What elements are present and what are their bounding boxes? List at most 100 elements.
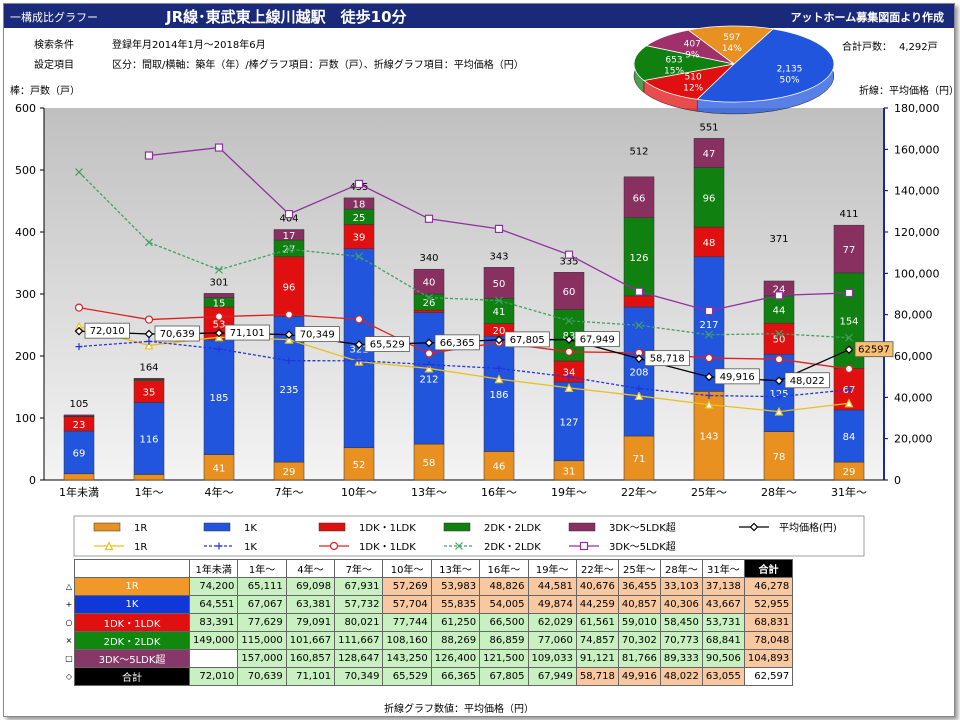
avg-price-label-box — [784, 372, 830, 389]
line-point-marker — [354, 315, 364, 324]
table-cell: 70,349 — [334, 667, 384, 686]
pie-slice-pct: 14% — [722, 44, 742, 54]
bar-value-label: 47 — [703, 149, 716, 160]
bar-total-label: 411 — [839, 209, 858, 220]
line-point-marker — [565, 373, 573, 381]
total-count-label: 合計戸数： — [842, 42, 892, 53]
bar-value-label: 50 — [493, 279, 506, 290]
bar-segment — [133, 378, 165, 380]
line-point-marker — [774, 406, 784, 416]
x-tick-label: 10年～ — [341, 485, 377, 499]
table-cell: 33,103 — [659, 577, 703, 596]
bar-value-label: 212 — [419, 374, 438, 385]
table-cell: 111,667 — [334, 631, 384, 650]
right-tick-label: 100,000 — [894, 267, 940, 280]
bar-value-label: 185 — [209, 393, 228, 404]
line-point-marker — [774, 376, 784, 386]
header-left-label: 一構成比グラフー — [10, 11, 98, 24]
line-point-marker — [775, 393, 783, 401]
legend-line-label: 1DK・1LDK — [359, 542, 416, 553]
table-cell: 72,010 — [188, 667, 239, 686]
table-cell: 40,306 — [659, 595, 703, 614]
line-point-marker — [75, 343, 83, 351]
table-cell: 77,060 — [527, 631, 577, 650]
right-tick-label: 40,000 — [894, 391, 933, 404]
avg-price-label: 58,718 — [650, 354, 685, 365]
table-row-marker: × — [65, 636, 73, 645]
line-point-marker — [704, 353, 714, 363]
bar-value-label: 15 — [213, 298, 226, 309]
table-column-header: 19年～ — [527, 559, 577, 578]
table-column-header: 1年～ — [237, 559, 287, 578]
bar-value-label: 69 — [73, 448, 86, 459]
table-cell: 121,500 — [479, 649, 529, 668]
line-point-marker — [144, 340, 154, 350]
line-point-marker — [494, 335, 504, 345]
table-row-label: 1R — [74, 577, 190, 596]
pie-slice-pct: 9% — [685, 51, 700, 61]
legend-bar-label: 3DK～5LDK超 — [609, 521, 676, 534]
table-cell: 77,629 — [237, 613, 287, 632]
table-cell: 69,098 — [285, 577, 336, 596]
left-tick-label: 200 — [15, 350, 36, 363]
table-row-total: 104,893 — [743, 649, 794, 668]
table-row-label: 2DK・2LDK — [74, 631, 190, 650]
line-point-marker — [75, 168, 83, 176]
title-bar: 一構成比グラフー JR線･東武東上線川越駅 徒歩10分 アットホーム募集図面より… — [4, 4, 954, 28]
bar-segment — [693, 226, 725, 258]
table-column-header: 1年未満 — [188, 559, 239, 578]
bar-segment — [413, 443, 445, 481]
table-row-marker: □ — [65, 654, 73, 663]
line-point-marker — [635, 385, 643, 393]
legend-line-marker — [455, 542, 463, 550]
line-point-marker — [704, 399, 714, 409]
table-row-marker: ○ — [65, 618, 73, 627]
table-cell: 143,250 — [382, 649, 432, 668]
table-row: △ 1R 74,200 65,111 69,098 67,931 57,269 53,983 4… — [64, 577, 794, 596]
table-cell: 63,381 — [285, 595, 336, 614]
line-point-marker — [424, 363, 434, 373]
line-point-marker — [634, 354, 644, 363]
bar-segment — [63, 414, 95, 417]
table-cell: 126,400 — [430, 649, 481, 668]
legend-bar-label: 2DK・2LDK — [484, 523, 541, 534]
line-point-marker — [494, 224, 504, 233]
bar-total-label: 105 — [69, 399, 88, 410]
bar-segment — [343, 197, 375, 210]
table-cell: 149,000 — [188, 631, 239, 650]
table-cell: 115,000 — [237, 631, 287, 650]
legend-line-label: 2DK・2LDK — [484, 542, 541, 553]
bar-value-label: 116 — [139, 434, 158, 445]
line-point-marker — [145, 238, 153, 247]
bar-value-label: 186 — [489, 390, 508, 401]
line-point-marker — [775, 329, 783, 338]
bar-value-label: 126 — [629, 253, 648, 264]
bar-segment — [413, 268, 445, 295]
bar-value-label: 29 — [843, 467, 856, 478]
bar-value-label: 31 — [563, 466, 576, 477]
line-point-marker — [284, 334, 294, 344]
table-column-header: 7年～ — [334, 559, 384, 578]
legend-bar-swatch — [93, 522, 121, 532]
line-point-marker — [424, 338, 434, 348]
table-cell: 53,731 — [701, 613, 745, 632]
avg-price-label-box — [854, 341, 894, 358]
line-point-marker — [494, 374, 504, 384]
left-tick-label: 400 — [15, 226, 36, 239]
report-frame: 一構成比グラフー JR線･東武東上線川越駅 徒歩10分 アットホーム募集図面より… — [3, 3, 955, 717]
legend-bar-label: 1DK・1LDK — [359, 523, 416, 534]
bar-value-label: 208 — [629, 368, 648, 379]
x-tick-label: 19年～ — [551, 485, 587, 499]
line-point-marker — [634, 391, 644, 401]
table-row-total: 78,048 — [743, 631, 794, 650]
avg-price-label-box — [224, 324, 270, 341]
bar-segment — [203, 454, 235, 481]
table-corner-cell — [74, 559, 190, 578]
table-cell: 44,259 — [575, 595, 619, 614]
line-point-marker — [215, 345, 223, 353]
bar-segment — [343, 224, 375, 249]
avg-price-label-box — [84, 322, 130, 339]
table-cell: 65,529 — [382, 667, 432, 686]
bar-value-label: 53 — [213, 319, 226, 330]
line-point-marker — [214, 328, 224, 338]
